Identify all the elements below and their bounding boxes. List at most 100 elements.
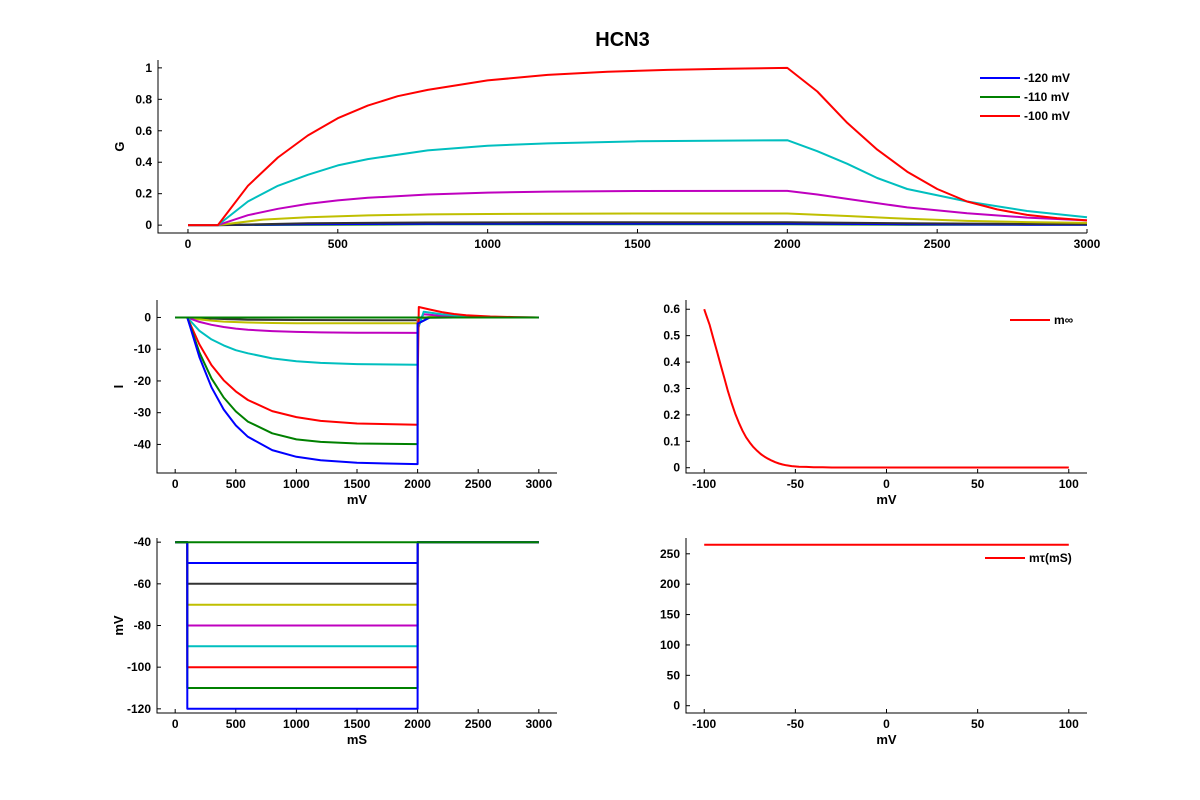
x-tick-label: 0 xyxy=(883,717,890,731)
legend-label: -100 mV xyxy=(1024,109,1070,123)
series-line xyxy=(175,310,539,366)
x-tick-label: 3000 xyxy=(1074,237,1101,251)
x-tick-label: 1500 xyxy=(344,717,371,731)
series-line xyxy=(188,139,1088,227)
y-axis-label: mV xyxy=(111,615,126,636)
series-line xyxy=(175,306,539,426)
y-axis-label: I xyxy=(111,385,126,389)
x-tick-label: 1500 xyxy=(344,477,371,491)
x-tick-label: 2000 xyxy=(774,237,801,251)
x-tick-label: 50 xyxy=(971,477,985,491)
x-tick-label: 100 xyxy=(1059,717,1079,731)
y-tick-label: 0.5 xyxy=(663,329,680,343)
series-line xyxy=(188,221,1088,227)
legend-label: m∞ xyxy=(1054,313,1073,327)
legend-label: -110 mV xyxy=(1024,90,1069,104)
y-tick-label: 0 xyxy=(145,218,152,232)
y-tick-label: 0.6 xyxy=(663,302,680,316)
y-tick-label: 50 xyxy=(667,668,681,682)
x-tick-label: -100 xyxy=(692,717,716,731)
x-tick-label: 500 xyxy=(226,477,246,491)
axes xyxy=(157,60,1087,234)
x-tick-label: 500 xyxy=(226,717,246,731)
series-line xyxy=(175,316,539,466)
legend: -120 mV -110 mV -100 mV xyxy=(980,71,1070,123)
x-tick-label: 1000 xyxy=(474,237,501,251)
x-tick-label: -50 xyxy=(787,477,805,491)
y-tick-label: 0.4 xyxy=(135,155,152,169)
x-tick-label: 1000 xyxy=(283,717,310,731)
x-tick-label: 2000 xyxy=(404,717,431,731)
series-line xyxy=(188,66,1088,227)
chart-current: 0 500 1000 1500 2000 2500 3000 0 -10 -20 -30 -40 mV I xyxy=(111,300,557,507)
y-tick-label: -20 xyxy=(134,374,152,388)
y-tick-label: 0.2 xyxy=(135,187,152,201)
legend-label: mτ(mS) xyxy=(1029,551,1072,565)
y-tick-label: -40 xyxy=(134,535,152,549)
y-tick-label: 0.3 xyxy=(663,381,680,395)
chart-voltage_protocol: 0 500 1000 1500 2000 2500 3000 -40 -60 -80 -100 -12… xyxy=(111,535,557,747)
chart-m_tau: -100 -50 0 50 100 0 50 100 150 200 250 mV mτ(mS) xyxy=(660,538,1087,747)
y-tick-label: -60 xyxy=(134,577,152,591)
x-tick-label: 100 xyxy=(1059,477,1079,491)
legend-label: -120 mV xyxy=(1024,71,1070,85)
series-line xyxy=(188,212,1088,227)
axes xyxy=(156,300,557,474)
y-tick-label: 1 xyxy=(145,61,152,75)
y-tick-label: -10 xyxy=(134,342,152,356)
axes xyxy=(156,538,557,714)
x-tick-label: 1000 xyxy=(283,477,310,491)
x-tick-label: 2500 xyxy=(465,717,492,731)
x-axis-label: mV xyxy=(876,732,897,747)
y-tick-label: 0 xyxy=(673,461,680,475)
y-tick-label: 250 xyxy=(660,547,680,561)
y-tick-label: -30 xyxy=(134,406,152,420)
chart-m_inf: -100 -50 0 50 100 0 0.1 0.2 0.3 0.4 0.5 0.6 mV m∞ xyxy=(663,300,1087,507)
legend: m∞ xyxy=(1010,313,1073,327)
y-tick-label: 100 xyxy=(660,638,680,652)
y-tick-label: 0.1 xyxy=(663,434,680,448)
x-tick-label: 0 xyxy=(172,717,179,731)
y-tick-label: 150 xyxy=(660,608,680,622)
series-line xyxy=(703,308,1069,469)
x-tick-label: 0 xyxy=(883,477,890,491)
series-line xyxy=(175,541,539,606)
x-tick-label: 3000 xyxy=(525,717,552,731)
axes xyxy=(685,538,1087,714)
y-tick-label: 200 xyxy=(660,577,680,591)
y-tick-label: -80 xyxy=(134,619,152,633)
series-line xyxy=(175,541,539,564)
x-axis-label: mV xyxy=(347,492,368,507)
chart-conductance: 0 500 1000 1500 2000 2500 3000 0 0.2 0.4 0.6 0.8 1 HC… xyxy=(112,29,1101,251)
y-axis-label: G xyxy=(112,141,127,151)
y-tick-label: -100 xyxy=(127,660,151,674)
y-tick-label: 0.8 xyxy=(135,92,152,106)
series-line xyxy=(188,189,1088,227)
x-tick-label: 0 xyxy=(172,477,179,491)
legend: mτ(mS) xyxy=(985,551,1072,565)
axes xyxy=(685,300,1087,474)
x-tick-label: 2500 xyxy=(465,477,492,491)
x-tick-label: 0 xyxy=(185,237,192,251)
y-tick-label: 0.6 xyxy=(135,124,152,138)
x-axis-label: mS xyxy=(347,732,368,747)
x-tick-label: 500 xyxy=(328,237,348,251)
y-tick-label: -120 xyxy=(127,702,151,716)
series-line xyxy=(175,541,539,648)
chart-title: HCN3 xyxy=(595,29,649,51)
y-tick-label: 0.4 xyxy=(663,355,680,369)
x-tick-label: 2000 xyxy=(404,477,431,491)
x-tick-label: -50 xyxy=(787,717,805,731)
series-line xyxy=(175,313,539,334)
x-tick-label: 1500 xyxy=(624,237,651,251)
x-axis-label: mV xyxy=(876,492,897,507)
x-tick-label: 50 xyxy=(971,717,985,731)
series-line xyxy=(175,316,539,446)
x-tick-label: 3000 xyxy=(525,477,552,491)
x-tick-label: -100 xyxy=(692,477,716,491)
x-tick-label: 2500 xyxy=(924,237,951,251)
y-tick-label: 0.2 xyxy=(663,408,680,422)
y-tick-label: 0 xyxy=(144,310,151,324)
y-tick-label: -40 xyxy=(134,437,152,451)
